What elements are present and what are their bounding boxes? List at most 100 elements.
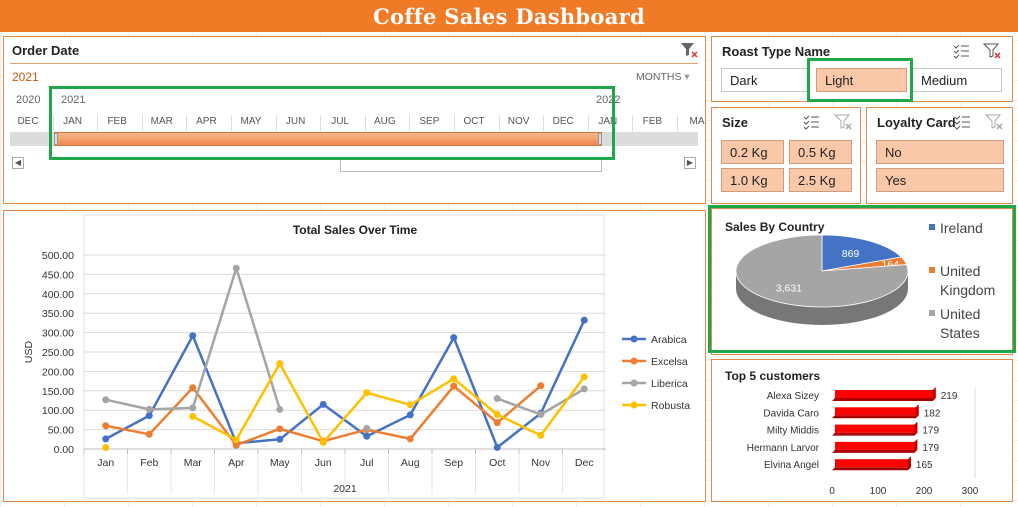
sales-by-country-pie-chart: Sales By Country8691643,631IrelandUnited…	[725, 220, 995, 341]
y-tick-label: 250.00	[42, 347, 74, 359]
roast-option-dark[interactable]: Dark	[721, 68, 809, 92]
clear-filter-icon[interactable]	[983, 43, 1001, 59]
size-option-0-5kg[interactable]: 0.5 Kg	[789, 140, 852, 164]
multi-select-icon[interactable]	[953, 114, 971, 130]
chevron-down-icon: ▾	[684, 71, 690, 83]
month-separator	[498, 115, 500, 131]
series-arabica	[102, 316, 588, 451]
scroll-left-icon[interactable]: ◀	[12, 157, 24, 169]
x-tick-label: Apr	[228, 457, 245, 469]
legend-label: Kingdom	[940, 282, 995, 298]
clear-filter-icon[interactable]	[985, 114, 1003, 130]
month-label[interactable]: FEB	[107, 116, 127, 127]
month-label[interactable]: SEP	[419, 116, 440, 127]
loyalty-option-no[interactable]: No	[876, 140, 1004, 164]
data-point	[276, 435, 284, 443]
month-separator	[141, 115, 143, 131]
timeline-left-handle[interactable]	[54, 133, 58, 145]
data-point	[232, 441, 240, 449]
highlight-box-timeline	[49, 86, 615, 160]
clear-filter-icon[interactable]	[834, 114, 852, 130]
multi-select-icon[interactable]	[952, 43, 970, 59]
x-tick-label: Jan	[97, 457, 114, 469]
data-point	[189, 384, 197, 392]
clear-filter-icon[interactable]	[680, 42, 698, 58]
bar-data-label: 179	[922, 443, 939, 454]
y-tick-label: 50.00	[48, 425, 74, 437]
y-axis-label: USD	[23, 340, 35, 363]
bar-category-label: Hermann Larvor	[747, 443, 820, 454]
bar	[835, 390, 936, 398]
x-tick-label: Oct	[489, 457, 505, 469]
timeline-scrollbar[interactable]	[340, 158, 602, 172]
month-label[interactable]: DEC	[17, 116, 39, 127]
series-excelsa	[102, 382, 545, 449]
roast-option-light[interactable]: Light	[816, 68, 907, 92]
x-tick-label: 200	[916, 486, 933, 497]
month-label[interactable]: OCT	[463, 116, 485, 127]
roast-type-slicer: Roast Type Name Dark Light Medium	[711, 36, 1013, 102]
loyalty-option-yes[interactable]: Yes	[876, 168, 1004, 192]
data-point	[276, 425, 284, 433]
size-option-0-2kg[interactable]: 0.2 Kg	[721, 140, 784, 164]
bar-side	[914, 421, 918, 436]
pie-slice	[735, 234, 909, 308]
data-point	[493, 395, 501, 403]
month-label[interactable]: APR	[196, 116, 217, 127]
month-label[interactable]: MA	[689, 116, 705, 127]
data-point	[537, 431, 545, 439]
month-label[interactable]: JAN	[63, 116, 83, 127]
loyalty-card-slicer: Loyalty Card No Yes	[866, 107, 1013, 204]
data-point	[145, 405, 153, 413]
x-tick-label: Nov	[531, 457, 550, 469]
pie-data-label: 3,631	[776, 283, 802, 295]
data-point	[319, 438, 327, 446]
chart-title: Sales By Country	[725, 220, 825, 234]
month-label[interactable]: JUL	[331, 116, 350, 127]
month-separator	[409, 115, 411, 131]
bar-shadow	[832, 432, 918, 436]
month-label[interactable]: NOV	[507, 116, 530, 127]
size-option-2-5kg[interactable]: 2.5 Kg	[789, 168, 852, 192]
data-point	[450, 382, 458, 390]
timeline-right-handle[interactable]	[598, 133, 602, 145]
bar-side	[914, 438, 918, 453]
month-label[interactable]: JAN	[598, 116, 618, 127]
size-option-1-0kg[interactable]: 1.0 Kg	[721, 168, 784, 192]
roast-option-medium[interactable]: Medium	[912, 68, 1002, 92]
bar-shadow	[832, 449, 918, 453]
bar-shadow	[832, 398, 936, 401]
sales-by-country-panel: Sales By Country 869 164 3,631 Ireland United…	[711, 208, 1013, 355]
multi-select-icon[interactable]	[802, 114, 820, 130]
month-label[interactable]: AUG	[373, 116, 396, 127]
month-label[interactable]: MAR	[150, 116, 173, 127]
bar	[835, 459, 911, 468]
y-tick-label: 100.00	[42, 405, 74, 417]
legend-marker-dot	[630, 401, 638, 409]
data-point	[145, 412, 153, 420]
data-point	[450, 334, 458, 342]
month-separator	[454, 115, 455, 131]
month-label[interactable]: JUN	[285, 116, 306, 127]
bar-side	[915, 404, 919, 419]
size-slicer-title: Size	[722, 115, 749, 130]
x-axis-label: 2021	[333, 483, 357, 495]
order-date-timeline[interactable]: Order Date 2021 MONTHS ▾ 2020 2021 2022 …	[3, 36, 706, 204]
chart-title: Top 5 customers	[725, 369, 820, 383]
month-label[interactable]: MAY	[240, 116, 262, 127]
granularity-dropdown[interactable]: MONTHS ▾	[636, 71, 690, 83]
month-separator	[543, 115, 545, 131]
data-point	[189, 332, 197, 340]
plot-area-border	[83, 214, 605, 499]
month-label[interactable]: DEC	[552, 116, 574, 127]
legend-label: United	[940, 306, 980, 322]
bar-shadow	[832, 467, 911, 471]
month-separator	[275, 115, 277, 131]
bar	[835, 424, 918, 433]
bar-data-label: 182	[924, 408, 941, 419]
y-tick-label: 300.00	[42, 328, 74, 340]
month-label[interactable]: FEB	[642, 116, 663, 127]
scroll-right-icon[interactable]: ▶	[684, 157, 696, 169]
x-tick-label: 300	[962, 486, 979, 497]
